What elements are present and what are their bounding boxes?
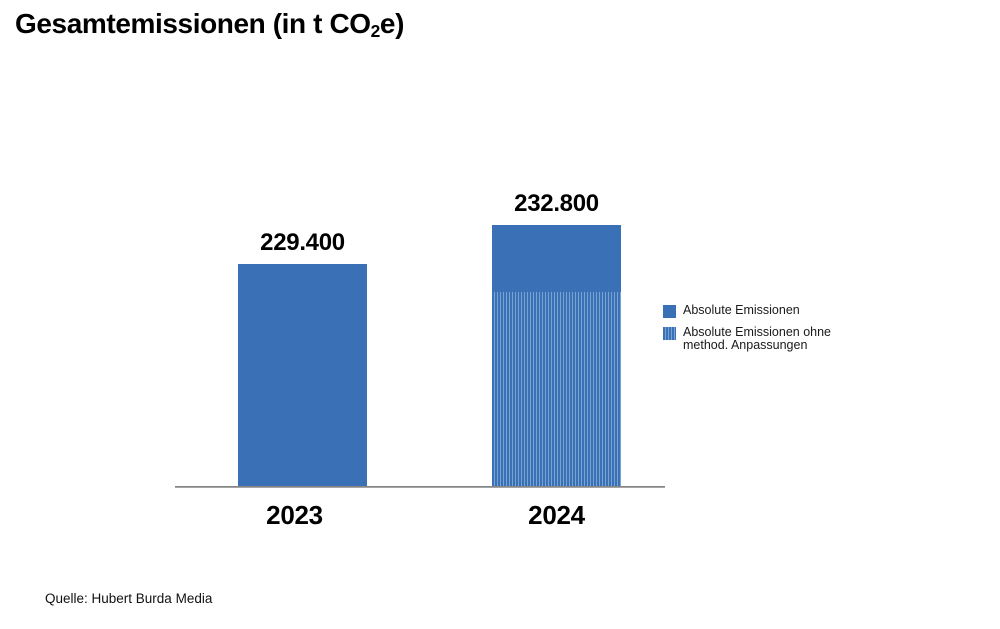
legend-label-absolute-emissionen: Absolute Emissionen bbox=[683, 303, 800, 317]
source-note: Quelle: Hubert Burda Media bbox=[45, 591, 213, 606]
x-axis-label-2024: 2024 bbox=[528, 500, 585, 530]
legend-item-absolute-emissionen: Absolute Emissionen bbox=[663, 303, 831, 318]
value-label-2023: 229.400 bbox=[260, 229, 345, 256]
legend-swatch-striped-icon bbox=[663, 327, 676, 340]
chart-title-subscript: 2 bbox=[370, 20, 381, 41]
bar-2023-absolute-emissionen bbox=[238, 264, 367, 486]
legend-swatch-solid-icon bbox=[663, 305, 676, 318]
value-label-2024: 232.800 bbox=[514, 190, 599, 217]
legend: Absolute Emissionen Absolute Emissionen … bbox=[663, 304, 831, 361]
legend-label-ohne-line1: Absolute Emissionen ohne bbox=[683, 325, 832, 339]
x-axis-baseline bbox=[175, 486, 665, 488]
bar-2024-absolute-emissionen bbox=[492, 225, 621, 486]
chart-title: Gesamtemissionen (in t CO2e) bbox=[15, 8, 405, 41]
chart-title-text-end: e) bbox=[379, 8, 405, 39]
bar-2024-overlay-ohne-method-anpassungen bbox=[492, 292, 621, 486]
legend-label-ohne-line2: method. Anpassungen bbox=[683, 338, 808, 352]
legend-item-ohne-method-anpassungen: Absolute Emissionen ohne method. Anpassu… bbox=[663, 326, 831, 352]
x-axis-label-2023: 2023 bbox=[266, 500, 323, 530]
chart-title-text: Gesamtemissionen (in t CO bbox=[15, 8, 371, 39]
